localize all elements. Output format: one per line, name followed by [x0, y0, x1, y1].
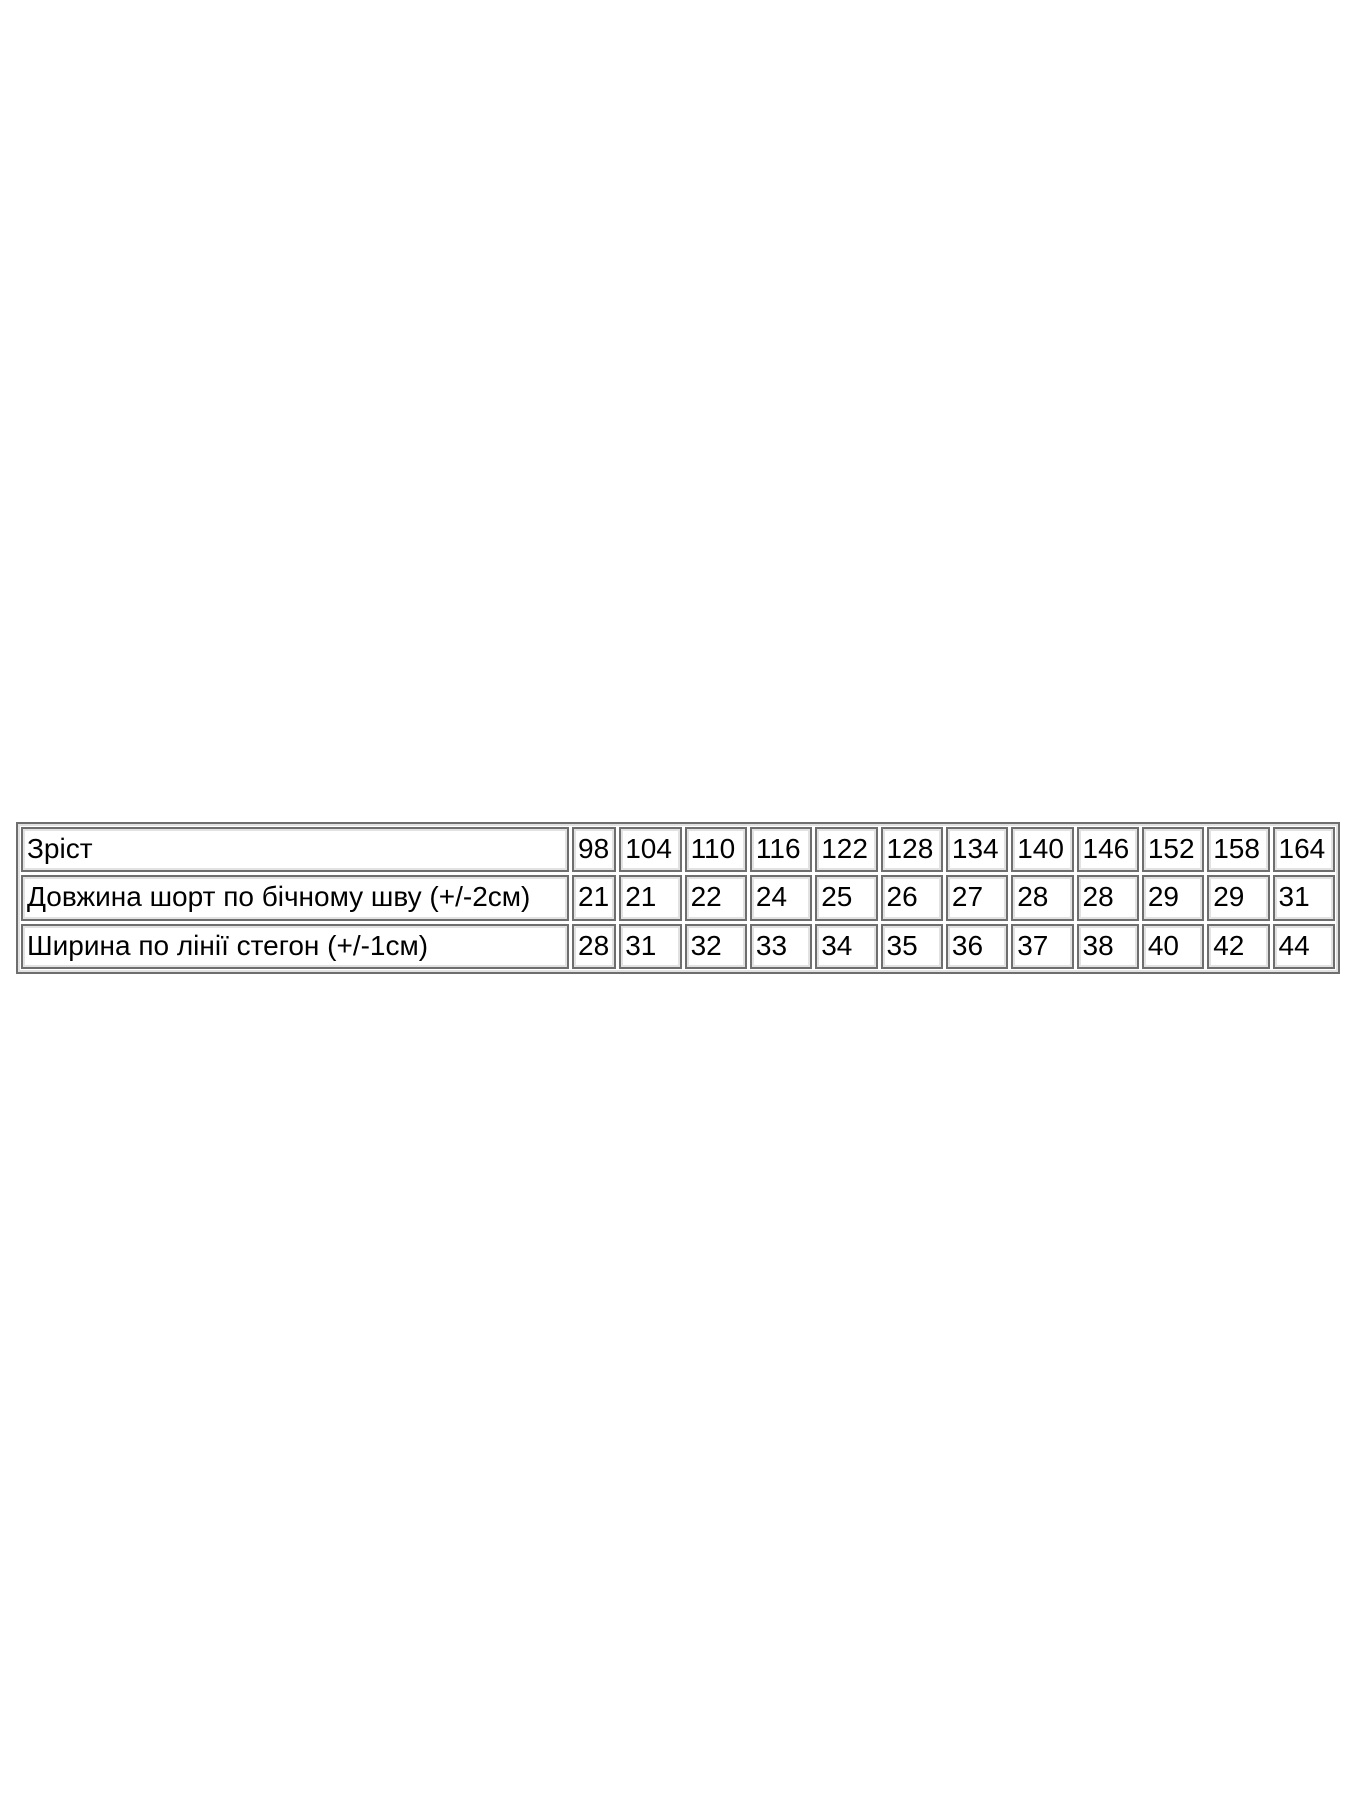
table-cell: 31 [1272, 875, 1335, 921]
table-cell: 26 [880, 875, 943, 921]
table-cell: 134 [945, 827, 1009, 873]
table-cell: 28 [572, 923, 617, 970]
table-cell: 42 [1207, 923, 1270, 970]
table-cell: 31 [619, 923, 682, 970]
table-cell: 21 [572, 875, 617, 921]
table-cell: 22 [684, 875, 747, 921]
table-cell: 158 [1207, 827, 1270, 873]
row-label-height: Зріст [21, 827, 569, 873]
table-cell: 36 [945, 923, 1009, 970]
size-chart-container: Зріст 98 104 110 116 122 128 134 140 146… [16, 822, 1340, 975]
table-cell: 37 [1011, 923, 1074, 970]
table-cell: 21 [619, 875, 682, 921]
table-cell: 35 [880, 923, 943, 970]
table-cell: 38 [1076, 923, 1139, 970]
table-cell: 34 [815, 923, 878, 970]
row-label-hip-width: Ширина по лінії стегон (+/-1см) [21, 923, 569, 970]
table-cell: 29 [1207, 875, 1270, 921]
table-cell: 152 [1141, 827, 1205, 873]
table-cell: 122 [815, 827, 878, 873]
table-cell: 146 [1076, 827, 1139, 873]
table-cell: 32 [684, 923, 747, 970]
size-chart-table: Зріст 98 104 110 116 122 128 134 140 146… [16, 822, 1340, 975]
table-cell: 28 [1011, 875, 1074, 921]
table-row-height: Зріст 98 104 110 116 122 128 134 140 146… [21, 827, 1335, 873]
table-cell: 28 [1076, 875, 1139, 921]
table-cell: 24 [749, 875, 813, 921]
table-cell: 25 [815, 875, 878, 921]
table-cell: 98 [572, 827, 617, 873]
table-cell: 164 [1272, 827, 1335, 873]
table-cell: 140 [1011, 827, 1074, 873]
table-cell: 116 [749, 827, 813, 873]
table-cell: 27 [945, 875, 1009, 921]
table-cell: 33 [749, 923, 813, 970]
table-cell: 40 [1141, 923, 1205, 970]
table-row-hip-width: Ширина по лінії стегон (+/-1см) 28 31 32… [21, 923, 1335, 970]
table-cell: 128 [880, 827, 943, 873]
table-cell: 104 [619, 827, 682, 873]
table-cell: 44 [1272, 923, 1335, 970]
table-cell: 29 [1141, 875, 1205, 921]
table-cell: 110 [684, 827, 747, 873]
row-label-shorts-length: Довжина шорт по бічному шву (+/-2см) [21, 875, 569, 921]
table-row-shorts-length: Довжина шорт по бічному шву (+/-2см) 21 … [21, 875, 1335, 921]
